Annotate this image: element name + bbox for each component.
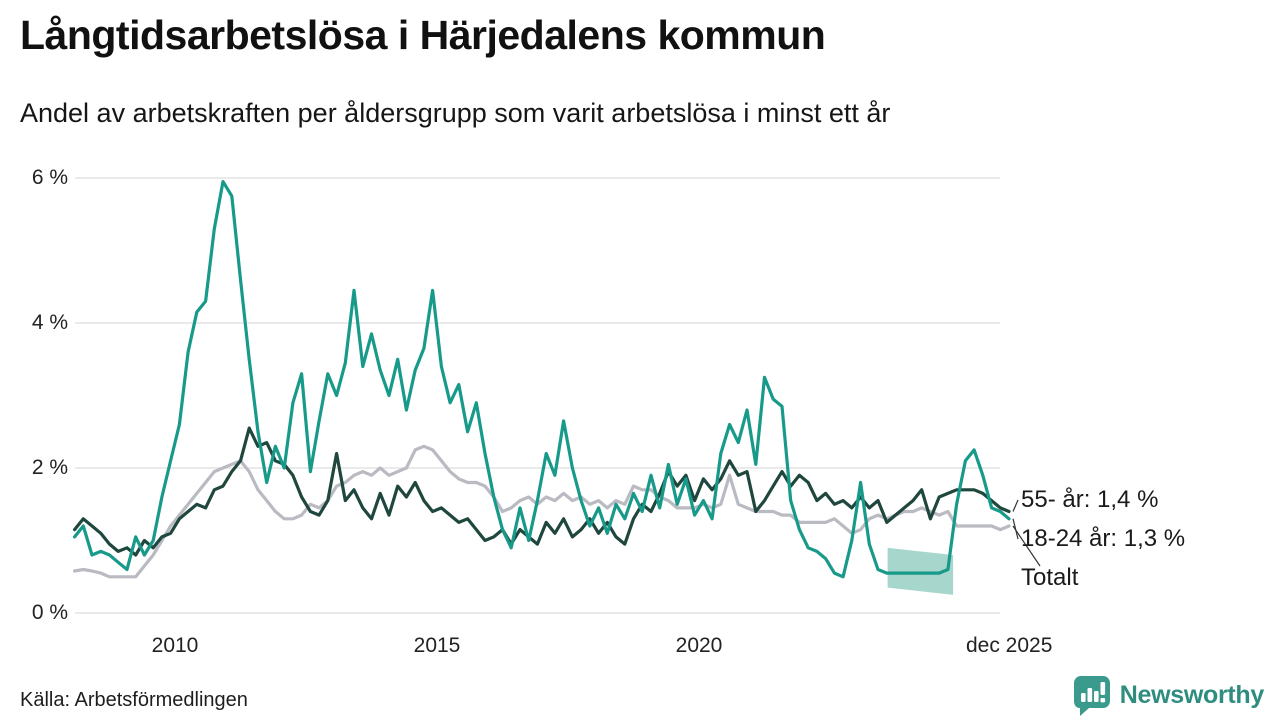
- uncertainty-band: [887, 547, 954, 595]
- y-tick-label: 2 %: [31, 456, 68, 479]
- x-tick-label: dec 2025: [965, 634, 1053, 657]
- brand-wordmark: Newsworthy: [1119, 680, 1265, 709]
- leader-line-55--år: [1012, 499, 1019, 512]
- leader-lines-group: [1012, 499, 1041, 567]
- series-line-18-24-år: [72, 180, 1011, 579]
- series-line-Totalt: [72, 444, 1011, 579]
- x-tick-label: 2020: [675, 634, 723, 657]
- x-tick-label: 2010: [151, 634, 199, 657]
- uncertainty-band-group: [887, 547, 954, 595]
- gridlines-group: [75, 177, 1000, 614]
- page-title: Långtidsarbetslösa i Härjedalens kommun: [20, 12, 826, 58]
- y-tick-label: 6 %: [31, 166, 68, 189]
- y-tick-label: 4 %: [31, 311, 68, 334]
- end-label-Totalt: Totalt: [1021, 564, 1079, 591]
- end-label-18-24-år: 18-24 år: 1,3 %: [1021, 525, 1186, 552]
- series-lines-group: [72, 180, 1011, 579]
- brand-logo: Newsworthy: [1072, 674, 1264, 716]
- x-tick-label: 2015: [413, 634, 461, 657]
- source-note: Källa: Arbetsförmedlingen: [20, 689, 248, 711]
- y-tick-label: 0 %: [31, 601, 68, 624]
- series-line-55--år: [72, 426, 1011, 557]
- leader-line-Totalt: [1012, 525, 1041, 567]
- page-subtitle: Andel av arbetskraften per åldersgrupp s…: [20, 98, 891, 128]
- end-label-55--år: 55- år: 1,4 %: [1021, 486, 1159, 513]
- newsworthy-bubble-chart-icon: [1073, 676, 1110, 716]
